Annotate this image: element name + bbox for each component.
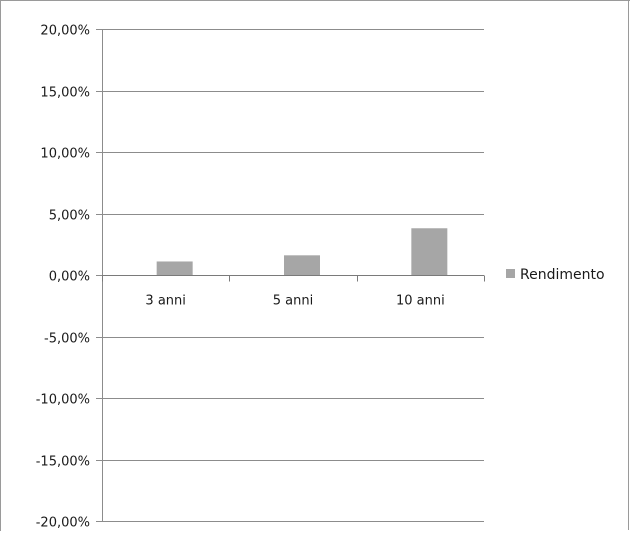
legend-label: Rendimento [520, 267, 605, 283]
legend-swatch [506, 269, 515, 278]
bar [284, 255, 320, 275]
y-axis-tick-labels: 20,00% 15,00% 10,00% 5,00% 0,00% -5,00% -10,00… [36, 24, 90, 531]
legend: Rendimento [506, 267, 605, 283]
x-tick-label: 5 anni [273, 294, 313, 309]
x-axis [102, 29, 485, 521]
y-tick-label: 15,00% [40, 86, 90, 101]
y-tick-label: -15,00% [36, 455, 90, 470]
y-tick-label: -20,00% [36, 516, 90, 531]
bars [156, 228, 448, 275]
bar [411, 228, 448, 275]
x-tick-label: 3 anni [145, 294, 185, 309]
bar [156, 261, 193, 275]
y-tick-label: 5,00% [49, 209, 90, 224]
y-tick-label: 20,00% [40, 24, 90, 39]
y-tick-label: 0,00% [49, 270, 90, 285]
y-tick-label: -5,00% [44, 332, 90, 347]
x-tick-label: 10 anni [396, 294, 445, 309]
y-tick-label: -10,00% [36, 393, 90, 408]
y-tick-label: 10,00% [40, 147, 90, 162]
x-axis-tick-labels: 3 anni 5 anni 10 anni [145, 294, 444, 309]
